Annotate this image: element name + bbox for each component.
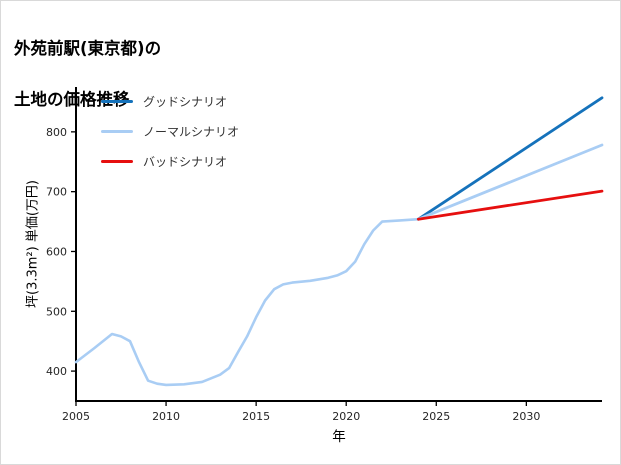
x-axis-title: 年 xyxy=(332,429,346,445)
series-bad-scenario-line xyxy=(416,189,604,221)
legend-item-good-scenario: グッドシナリオ xyxy=(101,93,239,110)
good-scenario-line-swatch xyxy=(101,100,133,103)
x-tick-label: 2020 xyxy=(332,410,360,423)
x-tick-label: 2005 xyxy=(62,410,90,423)
x-tick-label: 2015 xyxy=(242,410,270,423)
page-title-line2: 土地の価格推移 xyxy=(14,89,130,109)
y-tick-label: 400 xyxy=(46,365,67,378)
x-tick-label: 2030 xyxy=(512,410,540,423)
series-history-line xyxy=(74,217,420,387)
series-normal-scenario-line xyxy=(416,143,604,221)
page-title-line1: 外苑前駅(東京都)の xyxy=(14,38,162,58)
x-tick-label: 2025 xyxy=(422,410,450,423)
y-tick-label: 500 xyxy=(46,305,67,318)
normal-scenario-line-swatch xyxy=(101,130,133,133)
legend-item-normal-scenario: ノーマルシナリオ xyxy=(101,123,239,140)
legend-label: グッドシナリオ xyxy=(143,95,228,109)
page-title: 外苑前駅(東京都)の 土地の価格推移 xyxy=(14,10,161,138)
series-good-scenario-line xyxy=(416,96,604,221)
legend-label: ノーマルシナリオ xyxy=(143,125,240,139)
x-tick-label: 2010 xyxy=(152,410,180,423)
legend-label: バッドシナリオ xyxy=(143,155,228,169)
y-tick-label: 700 xyxy=(46,186,67,199)
chart-legend: グッドシナリオ ノーマルシナリオ バッドシナリオ xyxy=(101,93,239,170)
y-tick-label: 600 xyxy=(46,245,67,258)
bad-scenario-line-swatch xyxy=(101,160,133,163)
legend-item-bad-scenario: バッドシナリオ xyxy=(101,153,239,170)
y-axis-title: 坪(3.3m²) 単価(万円) xyxy=(25,180,41,308)
y-tick-label: 800 xyxy=(46,126,67,139)
